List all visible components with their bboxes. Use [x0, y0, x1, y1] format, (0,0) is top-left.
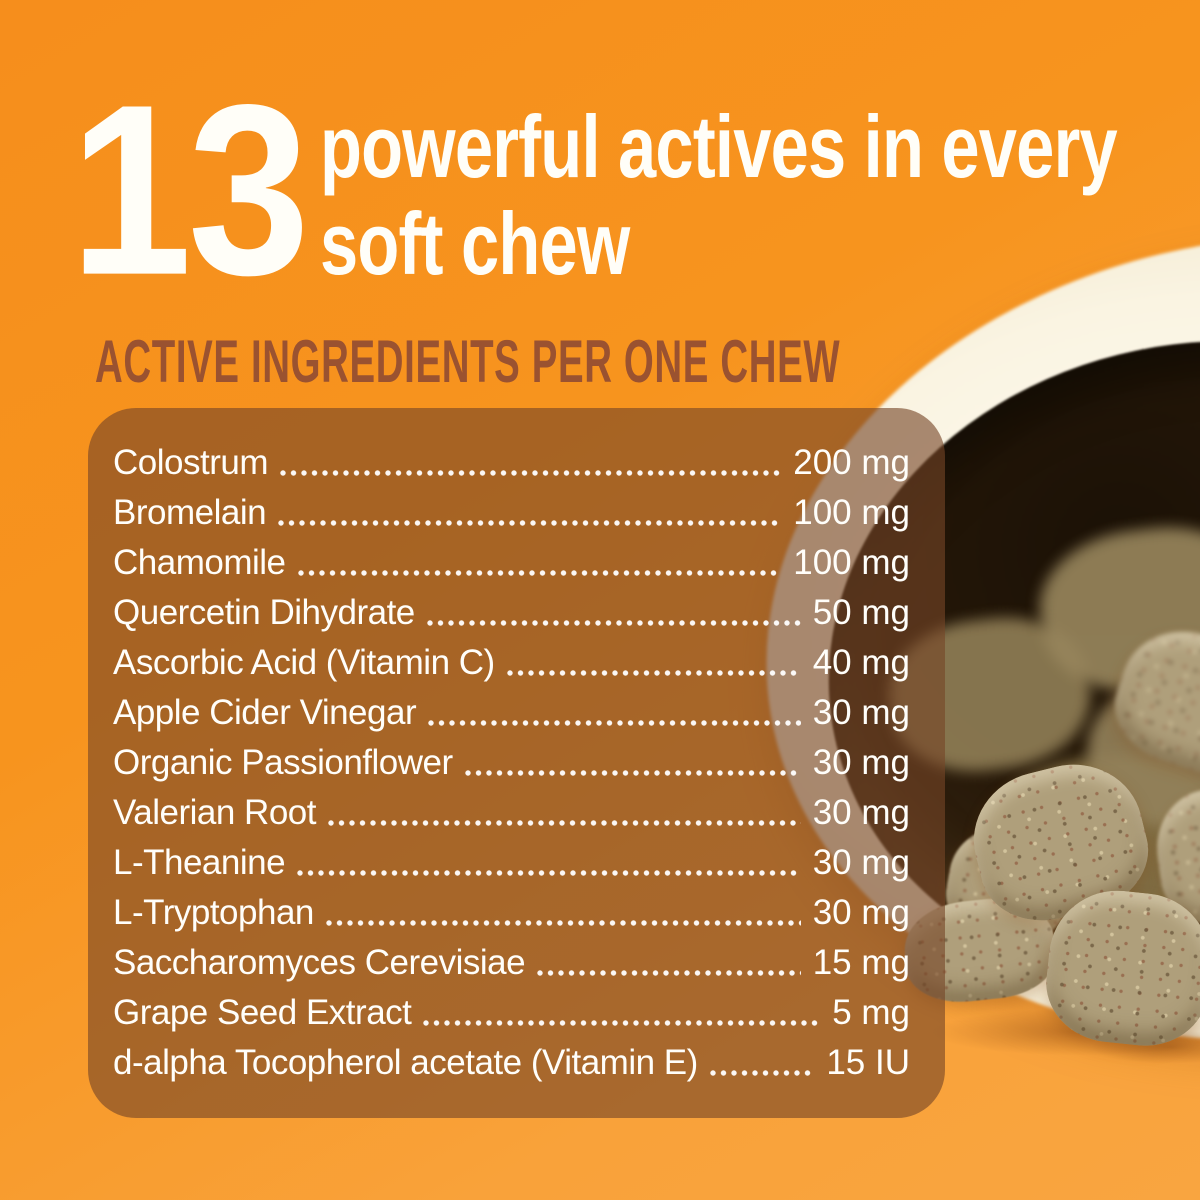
- ingredient-row: L-Tryptophan 30 mg: [113, 888, 910, 938]
- big-number: 13: [70, 53, 310, 326]
- ingredient-row: Saccharomyces Cerevisiae 15 mg: [113, 938, 910, 988]
- title-line-1: powerful actives in every: [320, 97, 1118, 196]
- ingredients-panel: Colostrum 200 mg Bromelain 100 mg Chamomile 1…: [88, 408, 945, 1118]
- ingredient-name: Chamomile: [113, 543, 286, 582]
- dotted-leader: [537, 969, 801, 976]
- page-title: powerful actives in every soft chew: [320, 97, 1118, 293]
- ingredient-amount: 30 mg: [812, 893, 910, 932]
- dotted-leader: [325, 919, 801, 926]
- ingredient-row: Valerian Root 30 mg: [113, 788, 910, 838]
- ingredient-row: Bromelain 100 mg: [113, 488, 910, 538]
- dotted-leader: [464, 769, 801, 776]
- ingredient-amount: 50 mg: [812, 593, 910, 632]
- dotted-leader: [426, 619, 801, 626]
- ingredient-row: Chamomile 100 mg: [113, 538, 910, 588]
- ingredient-row: Grape Seed Extract 5 mg: [113, 988, 910, 1038]
- ingredient-amount: 200 mg: [793, 443, 910, 482]
- ingredient-amount: 30 mg: [812, 743, 910, 782]
- ingredient-name: Saccharomyces Cerevisiae: [113, 943, 526, 982]
- ingredient-name: Bromelain: [113, 493, 267, 532]
- ingredient-amount: 5 mg: [832, 993, 910, 1032]
- ingredient-amount: 15 IU: [826, 1043, 910, 1082]
- ingredient-row: Apple Cider Vinegar 30 mg: [113, 688, 910, 738]
- ingredient-amount: 100 mg: [793, 543, 910, 582]
- ingredient-amount: 30 mg: [812, 793, 910, 832]
- ingredient-name: Colostrum: [113, 443, 268, 482]
- ingredient-row: Colostrum 200 mg: [113, 438, 910, 488]
- dotted-leader: [428, 719, 801, 726]
- ingredient-amount: 100 mg: [793, 493, 910, 532]
- ingredient-amount: 40 mg: [812, 643, 910, 682]
- ingredient-name: Quercetin Dihydrate: [113, 593, 415, 632]
- ingredient-name: L-Tryptophan: [113, 893, 314, 932]
- dotted-leader: [279, 469, 782, 476]
- ingredient-name: Apple Cider Vinegar: [113, 693, 417, 732]
- ingredient-name: Valerian Root: [113, 793, 316, 832]
- ingredient-amount: 30 mg: [812, 843, 910, 882]
- ingredient-row: Quercetin Dihydrate 50 mg: [113, 588, 910, 638]
- ingredient-name: d-alpha Tocopherol acetate (Vitamin E): [113, 1043, 698, 1082]
- dotted-leader: [297, 569, 782, 576]
- ingredient-row: d-alpha Tocopherol acetate (Vitamin E) 15…: [113, 1038, 910, 1088]
- ingredient-name: Ascorbic Acid (Vitamin C): [113, 643, 495, 682]
- dotted-leader: [297, 869, 801, 876]
- ingredient-amount: 30 mg: [812, 693, 910, 732]
- section-subtitle: ACTIVE INGREDIENTS PER ONE CHEW: [95, 328, 841, 395]
- ingredient-name: Grape Seed Extract: [113, 993, 412, 1032]
- ingredient-row: Organic Passionflower 30 mg: [113, 738, 910, 788]
- ingredient-amount: 15 mg: [812, 943, 910, 982]
- dotted-leader: [327, 819, 801, 826]
- ingredient-row: L-Theanine 30 mg: [113, 838, 910, 888]
- ingredient-name: Organic Passionflower: [113, 743, 453, 782]
- ingredient-row: Ascorbic Acid (Vitamin C) 40 mg: [113, 638, 910, 688]
- dotted-leader: [423, 1019, 821, 1026]
- dotted-leader: [709, 1069, 815, 1076]
- dotted-leader: [506, 669, 801, 676]
- ingredient-name: L-Theanine: [113, 843, 286, 882]
- title-line-2: soft chew: [320, 194, 630, 293]
- dotted-leader: [278, 519, 782, 526]
